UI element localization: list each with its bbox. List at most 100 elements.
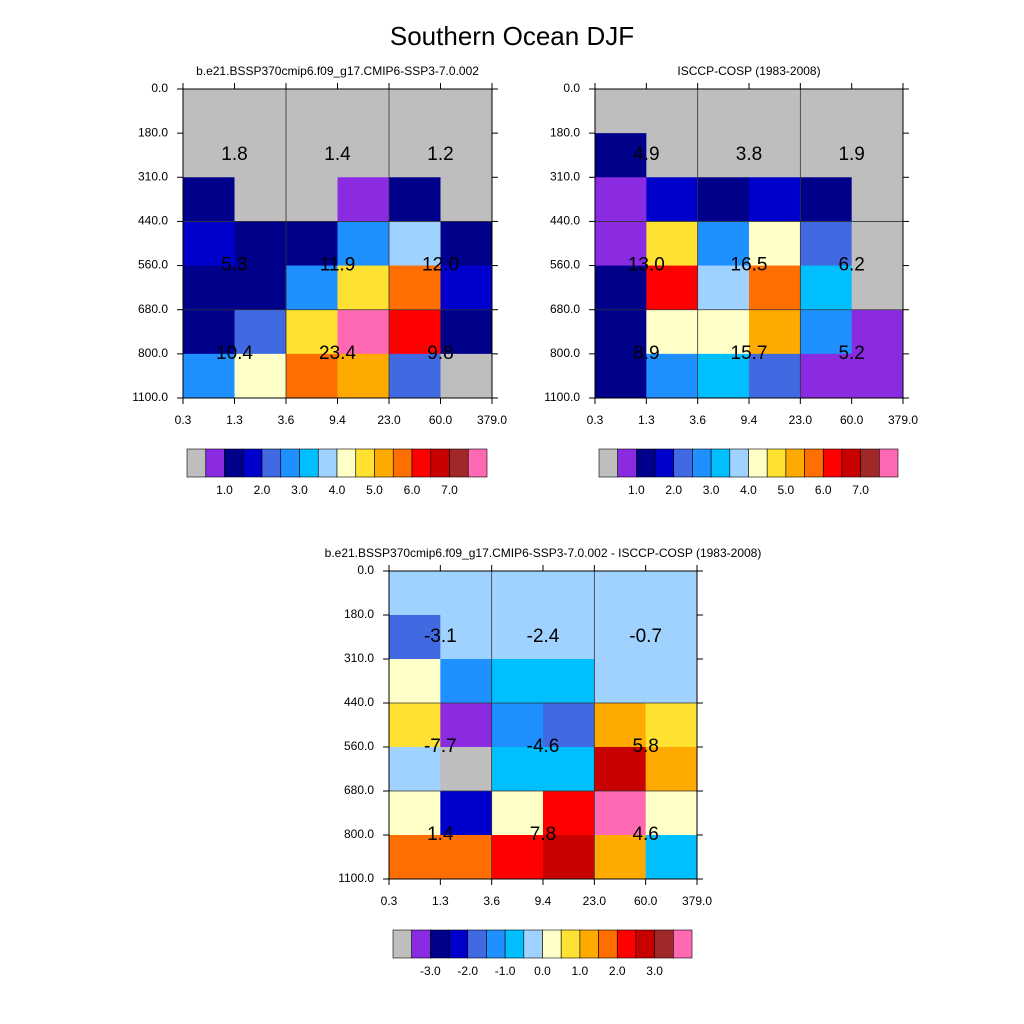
cell [183, 177, 235, 222]
colorbar-box [486, 929, 506, 959]
colorbar-box [448, 929, 469, 959]
y-tick-label: 1100.0 [338, 871, 374, 885]
colorbar-box [692, 448, 712, 478]
colorbar-label: 1.0 [572, 964, 589, 978]
cell [645, 747, 698, 792]
cell [337, 89, 390, 134]
cell [183, 309, 235, 355]
colorbar-box [449, 448, 469, 478]
cell [595, 309, 647, 355]
colorbar-label: 6.0 [404, 483, 421, 497]
cell [800, 221, 853, 267]
cell [234, 309, 287, 355]
cell [440, 177, 493, 222]
colorbar-box [654, 929, 674, 959]
cell [440, 571, 493, 616]
y-tick-label: 800.0 [138, 346, 168, 360]
x-tick-label: 23.0 [583, 894, 607, 908]
cell [234, 177, 287, 222]
colorbar-box [374, 448, 394, 478]
y-tick-label: 680.0 [138, 302, 168, 316]
cell [337, 265, 390, 311]
x-tick-label: 0.3 [381, 894, 398, 908]
cell [337, 309, 390, 355]
cell [594, 571, 647, 616]
cell [697, 265, 750, 311]
box-value: 1.8 [221, 144, 247, 165]
x-tick-label: 379.0 [682, 894, 712, 908]
panel: b.e21.BSSP370cmip6.f09_g17.CMIP6-SSP3-7.… [325, 546, 762, 978]
y-tick-label: 440.0 [138, 214, 168, 228]
colorbar-box [504, 929, 525, 959]
box-value: 23.4 [319, 343, 356, 364]
colorbar-label: 1.0 [628, 483, 645, 497]
cell [800, 133, 853, 178]
cell [389, 309, 441, 355]
x-tick-label: 9.4 [329, 413, 346, 427]
cell [595, 133, 647, 178]
x-tick-label: 1.3 [638, 413, 655, 427]
y-tick-label: 440.0 [344, 695, 374, 709]
colorbar-label: 6.0 [815, 483, 832, 497]
cell [234, 265, 287, 311]
cell [749, 221, 801, 267]
colorbar-box [748, 448, 768, 478]
cell [286, 221, 338, 267]
y-tick-label: 310.0 [344, 651, 374, 665]
cell [800, 177, 853, 222]
cell [491, 747, 544, 792]
y-tick-label: 1100.0 [132, 390, 168, 404]
colorbar-box [467, 929, 487, 959]
cell [337, 221, 390, 267]
cell [646, 309, 699, 355]
cell [183, 133, 235, 178]
cell [645, 571, 698, 616]
box-value: 7.8 [530, 824, 556, 845]
colorbar-box [635, 929, 655, 959]
x-tick-label: 23.0 [789, 413, 813, 427]
cell [749, 89, 801, 134]
cell [234, 89, 287, 134]
colorbar-label: 4.0 [740, 483, 757, 497]
cell [543, 747, 595, 792]
colorbar-box [392, 929, 412, 959]
cell [389, 747, 441, 792]
colorbar-label: 1.0 [216, 483, 233, 497]
cell [234, 221, 287, 267]
colorbar-box [804, 448, 824, 478]
colorbar-label: 4.0 [329, 483, 346, 497]
box-value: 10.4 [216, 343, 253, 364]
box-value: 1.4 [324, 144, 351, 165]
cell [595, 353, 647, 399]
colorbar-label: 3.0 [703, 483, 720, 497]
colorbar-box [598, 929, 618, 959]
cell [337, 353, 390, 399]
colorbar-box [822, 448, 843, 478]
box-value: 4.6 [632, 824, 658, 845]
colorbar-box [598, 448, 618, 478]
colorbar-box [355, 448, 375, 478]
colorbar-box [860, 448, 880, 478]
cell [543, 571, 595, 616]
colorbar-box [579, 929, 599, 959]
x-tick-label: 60.0 [840, 413, 864, 427]
colorbar-box [317, 448, 338, 478]
cell [440, 835, 493, 880]
x-tick-label: 3.6 [278, 413, 295, 427]
colorbar-box [224, 448, 244, 478]
cell [491, 703, 544, 748]
box-value: 8.9 [633, 343, 659, 364]
cell [645, 615, 698, 660]
x-tick-label: 379.0 [888, 413, 918, 427]
cell [543, 703, 595, 748]
cell [286, 309, 338, 355]
x-tick-label: 9.4 [741, 413, 758, 427]
box-value: 1.4 [427, 824, 454, 845]
cell [697, 353, 750, 399]
y-tick-label: 180.0 [138, 125, 168, 139]
cell [337, 133, 390, 178]
cell [594, 791, 647, 836]
box-value: 16.5 [731, 255, 768, 276]
colorbar-label: 0.0 [534, 964, 551, 978]
cell [389, 353, 441, 399]
